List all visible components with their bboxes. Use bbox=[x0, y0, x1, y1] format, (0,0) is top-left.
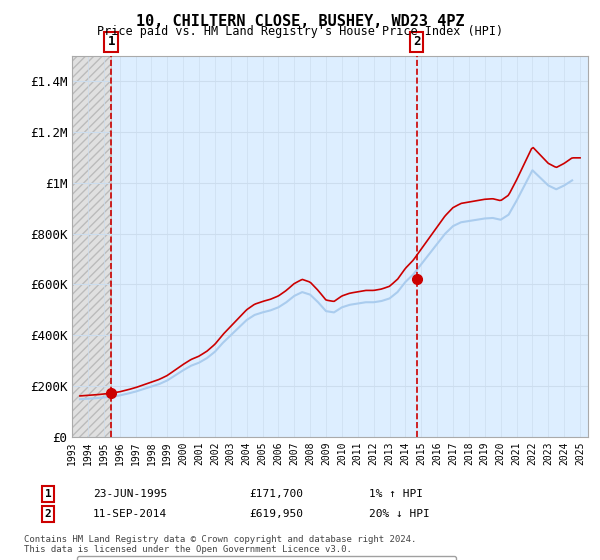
Text: 2: 2 bbox=[44, 509, 52, 519]
Text: 2: 2 bbox=[413, 35, 420, 48]
Text: £171,700: £171,700 bbox=[249, 489, 303, 499]
Text: 1: 1 bbox=[44, 489, 52, 499]
Text: 1: 1 bbox=[107, 35, 115, 48]
Text: 10, CHILTERN CLOSE, BUSHEY, WD23 4PZ: 10, CHILTERN CLOSE, BUSHEY, WD23 4PZ bbox=[136, 14, 464, 29]
Legend: 10, CHILTERN CLOSE, BUSHEY, WD23 4PZ (detached house), HPI: Average price, detac: 10, CHILTERN CLOSE, BUSHEY, WD23 4PZ (de… bbox=[77, 556, 457, 560]
Text: £619,950: £619,950 bbox=[249, 509, 303, 519]
Text: Price paid vs. HM Land Registry's House Price Index (HPI): Price paid vs. HM Land Registry's House … bbox=[97, 25, 503, 38]
Text: 1% ↑ HPI: 1% ↑ HPI bbox=[369, 489, 423, 499]
Text: 11-SEP-2014: 11-SEP-2014 bbox=[93, 509, 167, 519]
Text: Contains HM Land Registry data © Crown copyright and database right 2024.
This d: Contains HM Land Registry data © Crown c… bbox=[24, 535, 416, 554]
Bar bbox=[72, 56, 111, 437]
Text: 23-JUN-1995: 23-JUN-1995 bbox=[93, 489, 167, 499]
Text: 20% ↓ HPI: 20% ↓ HPI bbox=[369, 509, 430, 519]
